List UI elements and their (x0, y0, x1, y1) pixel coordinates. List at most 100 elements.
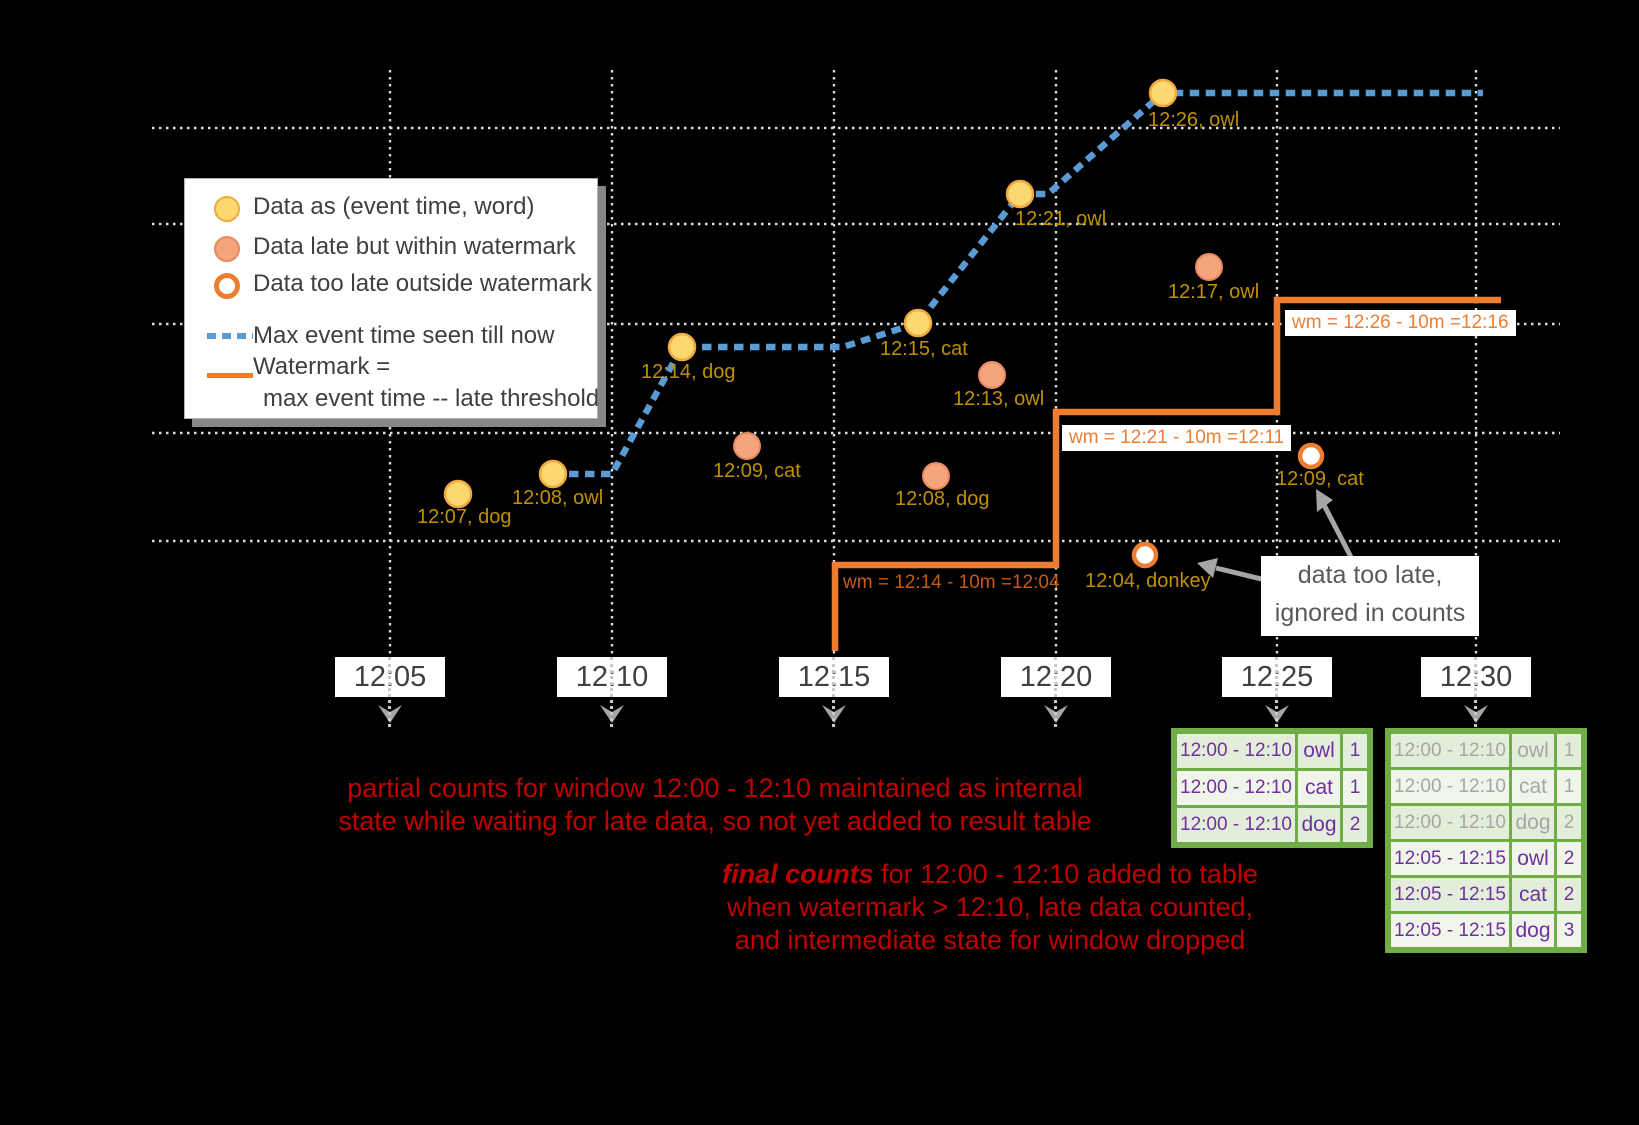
data-point-late (978, 361, 1006, 389)
legend-label: Data as (event time, word) (253, 193, 535, 220)
result-table-cell-word: dog (1512, 914, 1554, 947)
point-label: 12:26, owl (1148, 109, 1240, 131)
result-table-row: 12:05 - 12:15 owl 2 (1391, 842, 1581, 875)
result-table-cell-word: cat (1512, 770, 1554, 803)
data-point-ontime (1005, 179, 1035, 209)
result-table-cell-word: dog (1512, 806, 1554, 839)
time-tick-gridline-stub (832, 657, 835, 727)
point-label: 12:17, owl (1168, 281, 1260, 303)
watermark-value-label: wm = 12:26 - 10m =12:16 (1285, 310, 1516, 336)
too-late-callout: data too late, ignored in counts (1261, 556, 1479, 636)
too-late-callout-line2: ignored in counts (1274, 599, 1466, 627)
data-point-ontime (538, 459, 568, 489)
result-table-cell-cnt: 2 (1557, 878, 1581, 911)
final-counts-emphasis: final counts (722, 859, 874, 889)
partial-counts-note-line1: partial counts for window 12:00 - 12:10 … (347, 773, 1083, 803)
time-tick-gridline-stub (388, 657, 391, 727)
result-table-cell-win: 12:05 - 12:15 (1391, 914, 1509, 947)
result-table-cell-cnt: 2 (1557, 842, 1581, 875)
result-table-cell-cnt: 1 (1343, 734, 1367, 768)
final-counts-note-line2: when watermark > 12:10, late data counte… (726, 892, 1254, 922)
line-max-event-icon (207, 333, 253, 339)
legend-label: Watermark = (253, 353, 391, 380)
data-point-ontime (667, 332, 697, 362)
data-point-late (1195, 253, 1223, 281)
result-table-row: 12:00 - 12:10 cat 1 (1391, 770, 1581, 803)
data-point-ontime (903, 308, 933, 338)
data-point-too-late (1297, 442, 1325, 470)
time-tick-gridline-stub (1275, 657, 1278, 727)
data-point-late (922, 462, 950, 490)
time-tick-label: 12:30 (1421, 657, 1531, 727)
result-table-cell-word: owl (1512, 842, 1554, 875)
dot-too-late-icon (214, 273, 240, 299)
watermark-value-label: wm = 12:21 - 10m =12:11 (1062, 425, 1292, 451)
result-table-cell-word: dog (1298, 808, 1340, 842)
result-table-cell-cnt: 2 (1343, 808, 1367, 842)
final-counts-note-line1: final counts for 12:00 - 12:10 added to … (700, 858, 1280, 891)
point-label: 12:15, cat (880, 338, 968, 360)
time-tick-label: 12:25 (1222, 657, 1332, 727)
point-label: 12:09, cat (713, 460, 801, 482)
legend-label: Max event time seen till now (253, 322, 555, 349)
result-table-cell-word: owl (1298, 734, 1340, 768)
time-tick-gridline-stub (610, 657, 613, 727)
too-late-callout-line1: data too late, (1297, 561, 1443, 589)
result-table-cell-cnt: 2 (1557, 806, 1581, 839)
result-table-row: 12:00 - 12:10 dog 2 (1177, 808, 1367, 842)
point-label: 12:07, dog (417, 506, 512, 528)
data-point-late (733, 432, 761, 460)
time-tick-gridline-stub (1054, 657, 1057, 727)
result-table-cell-cnt: 3 (1557, 914, 1581, 947)
result-table-cell-win: 12:00 - 12:10 (1177, 808, 1295, 842)
point-label: 12:14, dog (641, 361, 736, 383)
result-table-cell-cnt: 1 (1343, 771, 1367, 805)
data-point-too-late (1131, 541, 1159, 569)
time-tick-gridline-stub (1474, 657, 1477, 727)
result-table-cell-win: 12:00 - 12:10 (1177, 771, 1295, 805)
legend-label: Data too late outside watermark (253, 270, 592, 297)
watermark-value-label: wm = 12:14 - 10m =12:04 (843, 572, 1060, 593)
result-table-cell-cnt: 1 (1557, 734, 1581, 767)
result-table-cell-win: 12:00 - 12:10 (1391, 734, 1509, 767)
final-counts-note: final counts for 12:00 - 12:10 added to … (700, 858, 1280, 957)
watermark-line (831, 296, 1501, 651)
legend: Data as (event time, word) Data late but … (184, 178, 600, 419)
dot-late-icon (214, 236, 240, 262)
legend-label: max event time -- late threshold (263, 385, 600, 412)
max-event-time-line (553, 89, 1483, 478)
point-label: 12:21, owl (1015, 208, 1107, 230)
time-tick-label: 12:10 (557, 657, 667, 727)
point-label: 12:08, owl (512, 487, 604, 509)
result-table-cell-word: cat (1298, 771, 1340, 805)
result-table-after-trigger-1225: 12:00 - 12:10 owl 1 12:00 - 12:10 cat 1 12:00 … (1171, 728, 1373, 848)
result-table-row: 12:00 - 12:10 owl 1 (1391, 734, 1581, 767)
result-table-cell-win: 12:05 - 12:15 (1391, 878, 1509, 911)
time-tick-label: 12:15 (779, 657, 889, 727)
result-table-row: 12:05 - 12:15 dog 3 (1391, 914, 1581, 947)
point-label: 12:13, owl (953, 388, 1045, 410)
result-table-row: 12:00 - 12:10 owl 1 (1177, 734, 1367, 768)
too-late-arrowhead (1316, 489, 1333, 512)
line-watermark-icon (207, 373, 253, 378)
result-table-cell-win: 12:00 - 12:10 (1177, 734, 1295, 768)
result-table-row: 12:00 - 12:10 cat 1 (1177, 771, 1367, 805)
point-label: 12:09, cat (1276, 468, 1364, 490)
result-table-cell-cnt: 1 (1557, 770, 1581, 803)
too-late-arrowhead (1197, 558, 1218, 578)
result-table-cell-win: 12:05 - 12:15 (1391, 842, 1509, 875)
result-table-cell-win: 12:00 - 12:10 (1391, 806, 1509, 839)
final-counts-note-line3: and intermediate state for window droppe… (734, 925, 1246, 955)
time-tick-label: 12:05 (335, 657, 445, 727)
legend-label: Data late but within watermark (253, 233, 576, 260)
partial-counts-note: partial counts for window 12:00 - 12:10 … (200, 772, 1230, 838)
partial-counts-note-line2: state while waiting for late data, so no… (338, 806, 1092, 836)
result-table-cell-word: cat (1512, 878, 1554, 911)
too-late-arrow-line (1320, 501, 1356, 563)
data-point-ontime (443, 479, 473, 509)
final-counts-note-line1-rest: for 12:00 - 12:10 added to table (873, 859, 1258, 889)
point-label: 12:08, dog (895, 488, 990, 510)
result-table-row: 12:00 - 12:10 dog 2 (1391, 806, 1581, 839)
result-table-cell-win: 12:00 - 12:10 (1391, 770, 1509, 803)
